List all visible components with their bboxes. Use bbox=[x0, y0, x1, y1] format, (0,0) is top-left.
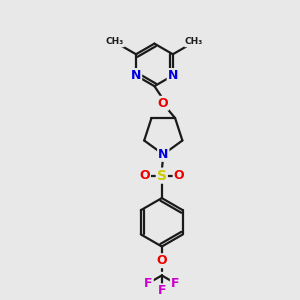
Text: O: O bbox=[174, 169, 184, 182]
Text: F: F bbox=[144, 277, 153, 290]
Text: N: N bbox=[131, 69, 141, 82]
Text: O: O bbox=[158, 97, 168, 110]
Text: S: S bbox=[157, 169, 167, 183]
Text: F: F bbox=[171, 277, 179, 290]
Text: N: N bbox=[158, 148, 169, 161]
Text: CH₃: CH₃ bbox=[185, 38, 203, 46]
Text: CH₃: CH₃ bbox=[106, 38, 124, 46]
Text: O: O bbox=[140, 169, 150, 182]
Text: F: F bbox=[158, 284, 166, 297]
Text: O: O bbox=[157, 254, 167, 267]
Text: N: N bbox=[168, 69, 178, 82]
